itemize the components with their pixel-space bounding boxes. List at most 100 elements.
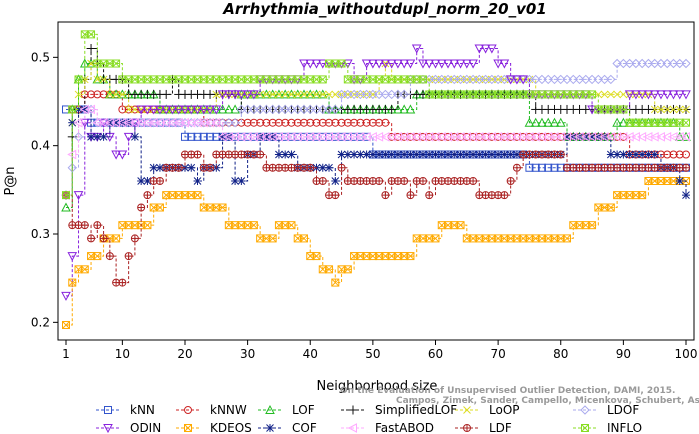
data-point [143,191,152,200]
data-point [650,105,659,114]
data-point [637,90,647,100]
legend-marker [266,424,274,432]
data-point [193,177,202,185]
data-point [243,118,252,127]
legend-marker [103,424,113,434]
data-point [649,131,659,142]
data-point [249,104,259,115]
legend-item-cof: COF [258,421,317,434]
data-point [549,74,560,85]
data-point [436,59,447,69]
data-point [206,163,215,172]
data-point [605,131,615,142]
data-point [305,59,316,69]
data-point [644,150,653,159]
data-point [375,150,384,159]
data-point [669,105,678,114]
data-point [624,90,635,100]
data-point [280,131,290,142]
data-point [343,118,352,127]
data-point [93,132,102,141]
data-point [430,131,440,142]
data-point [236,90,247,100]
data-point [137,177,146,185]
data-point [180,132,189,141]
data-point [62,105,70,114]
data-point [99,75,108,84]
data-point [437,74,447,85]
data-point [380,89,391,100]
data-point [424,131,434,142]
data-point [118,105,127,114]
data-point [325,163,334,172]
x-axis: 1 10 20 30 40 50 60 70 80 90 100 [62,340,697,361]
data-point [74,75,83,84]
legend-item-ldf: LDF [455,421,512,434]
data-point [555,117,566,127]
data-point [530,117,541,127]
data-point [86,44,96,53]
data-point [286,131,296,142]
data-point [637,58,647,69]
data-point [493,59,503,69]
data-point [599,131,609,142]
data-point [192,117,202,128]
data-point [662,58,672,69]
data-point [130,132,139,141]
data-point [399,104,410,114]
data-point [662,131,672,142]
data-point [524,117,535,127]
data-point [312,90,321,99]
data-point [418,75,427,84]
data-point [368,59,378,69]
data-point [87,90,96,99]
data-point [436,131,446,142]
data-point [193,191,202,200]
data-point [317,131,327,142]
data-point [111,117,121,128]
data-point [187,163,196,172]
data-point [681,90,691,100]
data-point [355,131,365,142]
data-point [619,105,628,114]
data-point [87,234,96,243]
data-point [655,131,665,142]
data-point [117,150,128,160]
data-point [312,118,321,127]
data-point [405,131,415,142]
legend-marker [581,424,589,432]
data-point [268,90,277,99]
legend-item-knn: kNN [96,403,155,417]
legend-label: FastABOD [375,421,434,434]
legend-marker [580,405,590,415]
data-point [293,118,302,127]
data-point [318,104,328,115]
data-point [643,90,654,100]
legend-label: kNN [130,403,155,417]
data-point [192,105,203,115]
data-point [361,89,372,100]
legend-item-fastabod: FastABOD [341,421,434,434]
data-point [305,89,316,99]
legend-label: LDF [489,421,512,434]
data-point [474,44,485,54]
data-point [268,234,277,243]
data-point [669,150,678,159]
data-point [512,75,522,85]
data-point [331,177,340,185]
data-point [480,44,491,54]
data-point [281,118,290,127]
data-point [80,265,89,274]
data-point [317,59,328,69]
data-point [443,74,453,85]
data-point [223,90,234,100]
data-point [682,150,690,159]
legend-label: SimplifiedLOF [375,403,457,417]
data-point [556,150,565,159]
data-point [424,59,435,69]
data-point [442,131,453,142]
data-point [587,105,597,115]
x-tick-label: 100 [675,347,698,361]
data-point [148,105,159,115]
data-point [206,132,215,141]
